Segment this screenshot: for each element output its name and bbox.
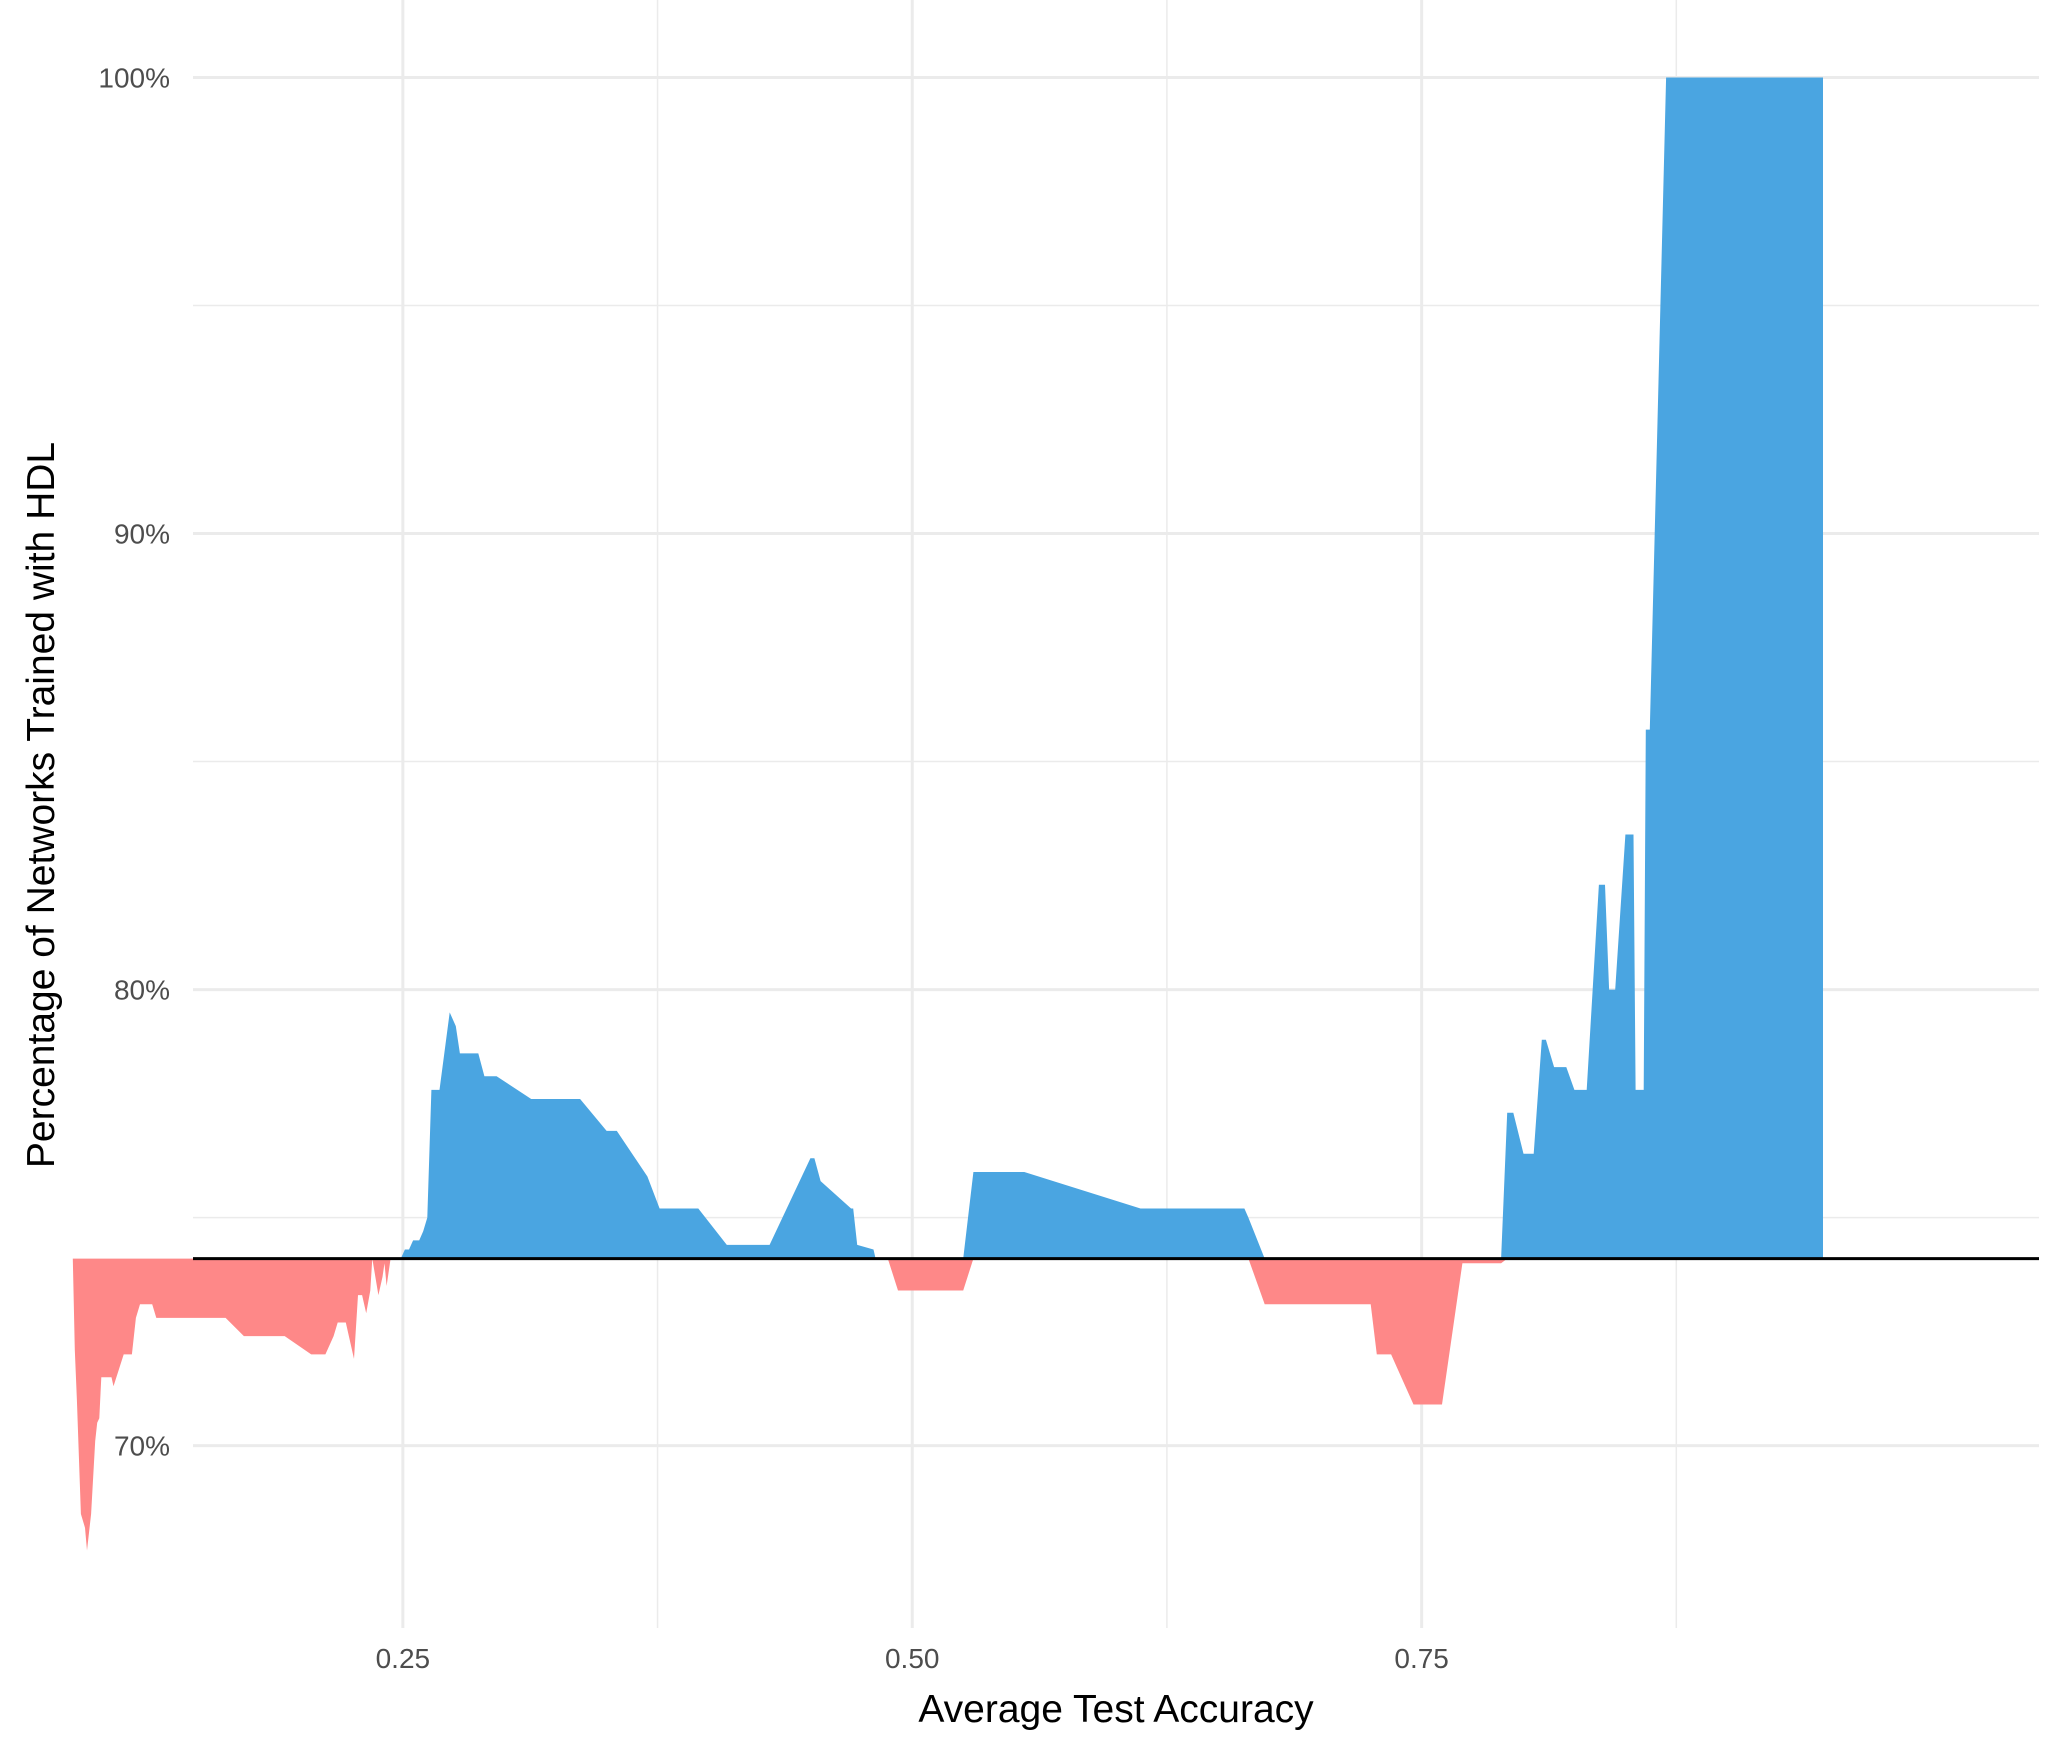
x-tick-label: 0.75 [1394, 1643, 1449, 1674]
area-series [72, 77, 1823, 1551]
x-axis-title: Average Test Accuracy [918, 1688, 1314, 1731]
y-tick-label: 100% [98, 63, 170, 94]
x-tick-label: 0.25 [376, 1643, 431, 1674]
area-above-baseline [72, 77, 1823, 1259]
y-tick-label: 90% [114, 519, 170, 550]
x-tick-label: 0.50 [885, 1643, 940, 1674]
y-tick-label: 80% [114, 975, 170, 1006]
y-axis-title: Percentage of Networks Trained with HDL [20, 442, 63, 1168]
area-below-baseline [72, 1258, 1823, 1551]
y-tick-label: 70% [114, 1431, 170, 1462]
x-axis-tick-labels: 0.25 0.50 0.75 [376, 1643, 1449, 1674]
y-axis-tick-labels: 70% 80% 90% 100% [98, 63, 170, 1462]
